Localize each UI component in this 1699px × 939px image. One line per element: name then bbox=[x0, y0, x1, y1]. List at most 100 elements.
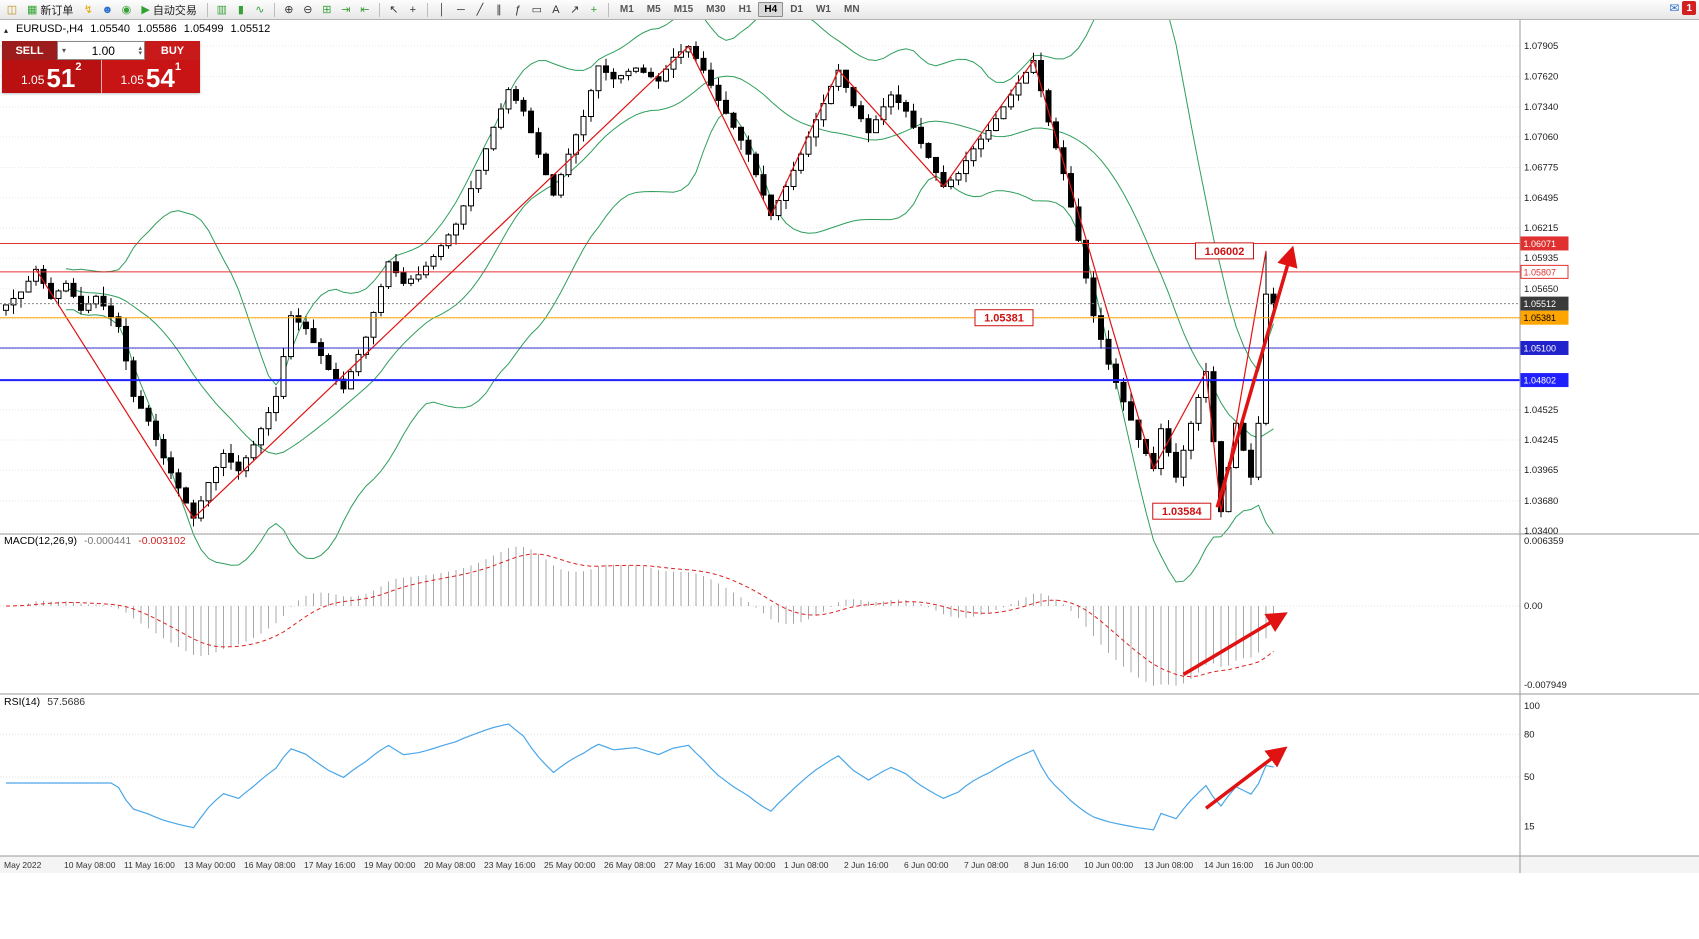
spinner-down-icon[interactable]: ▾ bbox=[138, 49, 142, 57]
auto-scroll-icon[interactable]: ⇥ bbox=[337, 2, 355, 18]
charts-window-icon[interactable]: ◫ bbox=[3, 2, 21, 18]
svg-text:20 May 08:00: 20 May 08:00 bbox=[424, 860, 476, 870]
mail-icon[interactable]: ✉ bbox=[1669, 1, 1680, 15]
svg-text:1.05807: 1.05807 bbox=[1524, 267, 1557, 277]
svg-text:17 May 16:00: 17 May 16:00 bbox=[304, 860, 356, 870]
buy-price[interactable]: 1.05 54 1 bbox=[101, 60, 200, 93]
auto-trading-button[interactable]: ▶ 自动交易 bbox=[136, 2, 201, 18]
buy-button[interactable]: BUY bbox=[145, 41, 200, 60]
toolbar-separator bbox=[426, 2, 428, 17]
svg-text:1.06071: 1.06071 bbox=[1524, 239, 1557, 249]
rsi-indicator-header: RSI(14) 57.5686 bbox=[4, 696, 85, 708]
spinner-up-icon[interactable]: ▴ bbox=[138, 44, 142, 52]
chart-area[interactable]: 1.06002 1.05381 1.03584 1.07905 1.07620 1.073… bbox=[0, 20, 1699, 939]
svg-text:1.04525: 1.04525 bbox=[1524, 405, 1558, 416]
svg-text:2 Jun 16:00: 2 Jun 16:00 bbox=[844, 860, 889, 870]
sell-price[interactable]: 1.05 51 2 bbox=[2, 60, 102, 93]
svg-text:50: 50 bbox=[1524, 772, 1535, 783]
new-order-button[interactable]: ▦ 新订单 bbox=[22, 2, 78, 18]
sell-price-big: 51 bbox=[46, 63, 76, 93]
zoom-out-icon[interactable]: ⊖ bbox=[299, 2, 317, 18]
annotation-box-1.05381[interactable] bbox=[974, 309, 1034, 327]
volume-dropdown-icon[interactable]: ▾ bbox=[62, 46, 67, 55]
text-label-icon[interactable]: A bbox=[547, 2, 565, 18]
price-annotations[interactable]: 1.06002 1.05381 1.03584 bbox=[974, 242, 1254, 520]
horizontal-line-icon[interactable]: ─ bbox=[452, 2, 470, 18]
notification-badge[interactable]: 1 bbox=[1682, 1, 1696, 15]
community-icon[interactable]: ☻ bbox=[98, 2, 116, 18]
volume-field[interactable]: ▾ 1.00 ▴ ▾ bbox=[57, 41, 145, 60]
timeframe-w1[interactable]: W1 bbox=[810, 2, 837, 17]
rsi-arrow[interactable] bbox=[1204, 746, 1288, 810]
toolbar-separator bbox=[206, 2, 208, 17]
rsi-label: RSI(14) bbox=[4, 696, 41, 708]
timeframe-m30[interactable]: M30 bbox=[700, 2, 731, 17]
candlestick-chart-icon[interactable]: ▮ bbox=[232, 2, 250, 18]
timeframe-m5[interactable]: M5 bbox=[641, 2, 667, 17]
timeframe-h4[interactable]: H4 bbox=[758, 2, 784, 17]
trend-arrows[interactable] bbox=[1182, 245, 1298, 810]
macd-signal-line bbox=[5, 553, 1274, 678]
svg-text:0.00: 0.00 bbox=[1524, 601, 1543, 612]
market-icon[interactable]: ↯ bbox=[79, 2, 97, 18]
price-tag-1.05100 bbox=[1520, 340, 1569, 355]
svg-text:1.07340: 1.07340 bbox=[1524, 102, 1558, 113]
shapes-icon[interactable]: ▭ bbox=[528, 2, 546, 18]
svg-text:1.06002: 1.06002 bbox=[1205, 246, 1245, 258]
trendline-icon[interactable]: ╱ bbox=[471, 2, 489, 18]
close-value: 1.05512 bbox=[230, 23, 271, 35]
zigzag-line[interactable] bbox=[35, 45, 1267, 520]
symbol-timeframe-label: EURUSD-,H4 bbox=[16, 23, 84, 35]
bar-chart-icon[interactable]: ▥ bbox=[213, 2, 231, 18]
price-tag-1.04802 bbox=[1520, 373, 1569, 388]
volume-spinner[interactable]: ▴ ▾ bbox=[138, 44, 142, 57]
line-chart-icon[interactable]: ∿ bbox=[251, 2, 269, 18]
timeframe-mn[interactable]: MN bbox=[838, 2, 866, 17]
crosshair-icon[interactable]: + bbox=[404, 2, 422, 18]
svg-text:31 May 00:00: 31 May 00:00 bbox=[724, 860, 776, 870]
zoom-in-icon[interactable]: ⊕ bbox=[280, 2, 298, 18]
timeframe-d1[interactable]: D1 bbox=[784, 2, 809, 17]
chart-shift-icon[interactable]: ⇤ bbox=[356, 2, 374, 18]
vertical-line-icon[interactable]: │ bbox=[433, 2, 451, 18]
fibonacci-icon[interactable]: ƒ bbox=[509, 2, 527, 18]
cursor-icon[interactable]: ↖ bbox=[385, 2, 403, 18]
svg-text:0.006359: 0.006359 bbox=[1524, 536, 1564, 547]
svg-text:19 May 00:00: 19 May 00:00 bbox=[364, 860, 416, 870]
macd-arrow[interactable] bbox=[1182, 612, 1288, 676]
macd-label: MACD(12,26,9) bbox=[4, 535, 77, 547]
price-tag-1.05381 bbox=[1520, 310, 1569, 325]
add-object-icon[interactable]: + bbox=[585, 2, 603, 18]
arrow-object-icon[interactable]: ↗ bbox=[566, 2, 584, 18]
timeframe-m15[interactable]: M15 bbox=[668, 2, 699, 17]
equidistant-channel-icon[interactable]: ∥ bbox=[490, 2, 508, 18]
macd-value: -0.000441 bbox=[83, 535, 132, 547]
svg-text:8 Jun 16:00: 8 Jun 16:00 bbox=[1024, 860, 1069, 870]
macd-indicator-header: MACD(12,26,9) -0.000441 -0.003102 bbox=[4, 535, 186, 547]
notifications[interactable]: ✉ 1 bbox=[1669, 1, 1696, 15]
annotation-box-1.03584[interactable] bbox=[1152, 502, 1212, 520]
trade-panel-expander-icon[interactable]: ▴ bbox=[4, 26, 9, 35]
svg-text:1.06495: 1.06495 bbox=[1524, 193, 1558, 204]
svg-text:May 2022: May 2022 bbox=[4, 860, 42, 870]
auto-trading-button-label: 自动交易 bbox=[152, 4, 197, 17]
timeframe-h1[interactable]: H1 bbox=[733, 2, 758, 17]
timeframe-m1[interactable]: M1 bbox=[614, 2, 640, 17]
toolbar: ◫ ▦ 新订单 ↯ ☻ ◉ ▶ 自动交易 ▥ ▮ ∿ ⊕ ⊖ ⊞ ⇥ ⇤ ↖ + │ ─ ╱ ∥ ƒ ▭ A ↗ + M1 M5 M15 M… bbox=[0, 0, 1699, 20]
one-click-trading-widget: SELL ▾ 1.00 ▴ ▾ BUY 1.05 51 2 1.05 54 1 bbox=[2, 41, 200, 93]
svg-text:10 Jun 00:00: 10 Jun 00:00 bbox=[1084, 860, 1133, 870]
svg-text:1.05650: 1.05650 bbox=[1524, 284, 1558, 295]
tile-windows-icon[interactable]: ⊞ bbox=[318, 2, 336, 18]
bollinger-bands bbox=[65, 20, 1274, 583]
sell-button[interactable]: SELL bbox=[2, 41, 57, 60]
support-icon[interactable]: ◉ bbox=[117, 2, 135, 18]
toolbar-separator bbox=[273, 2, 275, 17]
svg-text:14 Jun 16:00: 14 Jun 16:00 bbox=[1204, 860, 1253, 870]
annotation-box-1.06002[interactable] bbox=[1195, 242, 1254, 260]
main-arrow[interactable] bbox=[1215, 245, 1298, 508]
svg-text:26 May 08:00: 26 May 08:00 bbox=[604, 860, 656, 870]
volume-value[interactable]: 1.00 bbox=[91, 43, 115, 58]
open-value: 1.05540 bbox=[90, 23, 130, 35]
svg-text:10 May 08:00: 10 May 08:00 bbox=[64, 860, 116, 870]
price-levels[interactable] bbox=[0, 242, 1520, 382]
